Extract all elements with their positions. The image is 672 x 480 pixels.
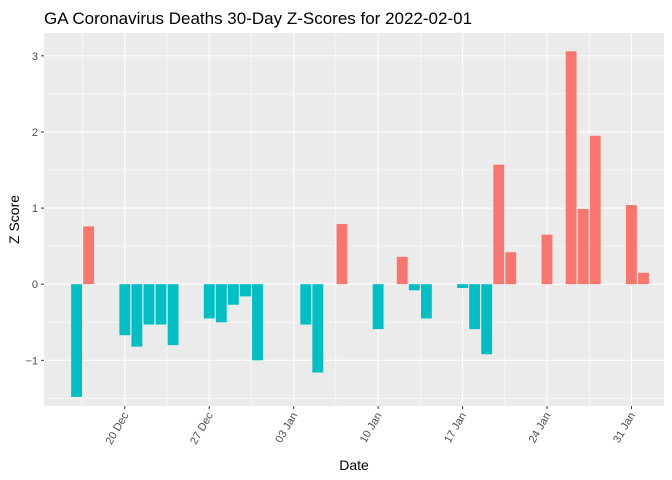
bar-negative	[481, 284, 493, 355]
bar-negative	[469, 284, 481, 330]
bar-positive	[493, 164, 505, 285]
bar-negative	[71, 284, 82, 397]
bar-negative	[457, 284, 468, 289]
bar-negative	[408, 284, 420, 291]
bar-positive	[626, 205, 637, 285]
bar-positive	[83, 226, 95, 285]
y-axis: −1 0 1 2 3	[25, 51, 44, 367]
x-tick-label: 24 Jan	[527, 411, 554, 446]
x-axis-title: Date	[339, 457, 369, 473]
minor-gridlines	[44, 33, 664, 406]
bar-negative	[227, 284, 239, 305]
bar-negative	[252, 284, 263, 361]
chart-title: GA Coronavirus Deaths 30-Day Z-Scores fo…	[44, 9, 472, 28]
bar-positive	[638, 272, 649, 285]
bar-negative	[300, 284, 312, 325]
y-tick-label: 3	[32, 51, 38, 63]
x-tick-label: 10 Jan	[358, 411, 385, 446]
bar-positive	[577, 208, 589, 285]
bar-negative	[203, 284, 215, 319]
x-tick-label: 20 Dec	[104, 410, 132, 447]
y-tick-label: 0	[32, 279, 38, 291]
bar-positive	[396, 256, 408, 285]
bar-positive	[505, 252, 517, 285]
bar-negative	[119, 284, 131, 336]
bar-negative	[167, 284, 179, 346]
bar-negative	[240, 284, 251, 297]
bar-positive	[589, 135, 601, 285]
bar-negative	[312, 284, 324, 373]
bars	[71, 51, 649, 397]
bar-negative	[155, 284, 167, 325]
bar-positive	[541, 234, 553, 285]
bar-negative	[372, 284, 384, 330]
x-tick-label: 27 Dec	[188, 410, 216, 447]
x-axis: 20 Dec 27 Dec 03 Jan 10 Jan 17 Jan 24 Jan 31 J…	[104, 406, 638, 447]
x-tick-label: 31 Jan	[611, 411, 638, 446]
bar-negative	[420, 284, 432, 319]
y-tick-label: 1	[32, 203, 38, 215]
bar-negative	[131, 284, 143, 347]
y-tick-label: −1	[25, 355, 38, 367]
bar-positive	[336, 224, 348, 285]
plot-panel	[44, 33, 664, 406]
bar-negative	[143, 284, 155, 325]
x-tick-label: 17 Jan	[442, 411, 469, 446]
y-tick-label: 2	[32, 127, 38, 139]
major-gridlines	[44, 33, 664, 406]
x-tick-label: 03 Jan	[273, 411, 300, 446]
bar-negative	[215, 284, 227, 323]
bar-positive	[565, 51, 577, 285]
y-axis-title: Z Score	[6, 195, 22, 244]
